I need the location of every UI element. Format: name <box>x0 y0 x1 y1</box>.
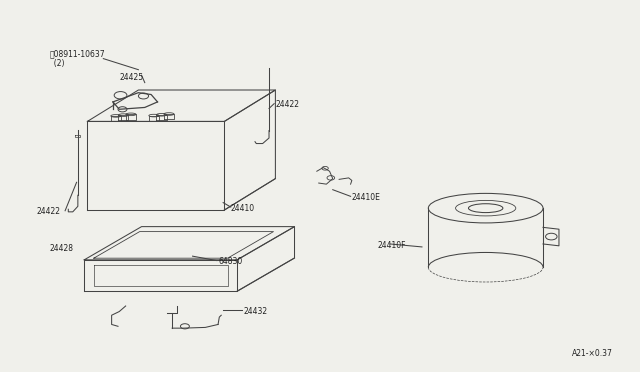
Text: 64830: 64830 <box>218 257 243 266</box>
Text: 24410F: 24410F <box>378 241 406 250</box>
Text: 24425: 24425 <box>119 73 143 81</box>
Text: A21-×0.37: A21-×0.37 <box>572 349 613 358</box>
Text: ⓝ08911-10637
  (2): ⓝ08911-10637 (2) <box>49 49 105 68</box>
Text: 24428: 24428 <box>49 244 73 253</box>
Text: 24432: 24432 <box>244 307 268 316</box>
Text: 24410: 24410 <box>231 203 255 213</box>
Text: 24422: 24422 <box>36 207 60 217</box>
Text: 24410E: 24410E <box>352 193 381 202</box>
Text: 24422: 24422 <box>275 100 300 109</box>
